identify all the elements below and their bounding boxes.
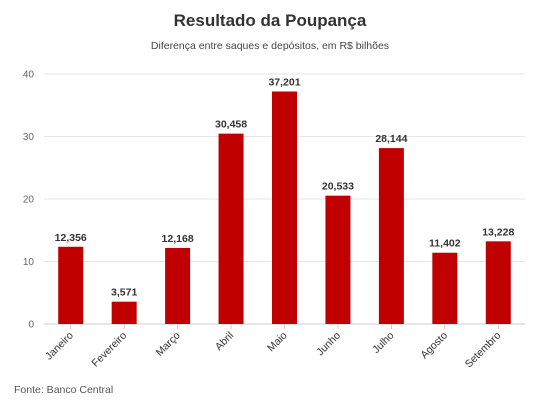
source-note: Fonte: Banco Central <box>14 384 114 396</box>
bar <box>272 91 297 325</box>
x-tick-label: Agosto <box>418 330 450 362</box>
bars <box>58 91 511 325</box>
x-tick-label: Janeiro <box>43 330 76 363</box>
bar <box>485 241 511 324</box>
data-label: 3,571 <box>111 287 137 299</box>
data-label: 12,168 <box>162 233 194 245</box>
x-axis: Janeiro Fevereiro Março Abril Maio Junho Julho… <box>43 324 504 370</box>
bar <box>58 246 84 324</box>
bar <box>111 301 137 324</box>
data-labels: 12,356 3,571 12,168 30,458 37,201 20,533 28,14… <box>55 76 515 298</box>
y-tick-label: 30 <box>23 132 35 143</box>
x-tick-label: Junho <box>314 330 343 359</box>
bar <box>432 252 458 324</box>
y-tick-label: 0 <box>28 320 34 331</box>
bar <box>378 148 404 324</box>
chart-subtitle: Diferença entre saques e depósitos, em R… <box>150 40 390 52</box>
data-label: 30,458 <box>215 119 247 131</box>
bar-chart: 0 10 20 30 40 12,356 3,571 12,168 30,458 37,201 2… <box>23 70 525 370</box>
data-label: 13,228 <box>482 226 514 238</box>
y-axis: 0 10 20 30 40 <box>23 70 35 331</box>
x-tick-label: Fevereiro <box>89 330 129 370</box>
bar <box>218 133 244 324</box>
y-tick-label: 20 <box>23 195 35 206</box>
x-tick-label: Setembro <box>463 330 504 371</box>
data-label: 11,402 <box>429 238 461 250</box>
y-tick-label: 10 <box>23 257 35 268</box>
x-tick-label: Abril <box>213 330 236 353</box>
x-tick-label: Maio <box>265 330 290 355</box>
data-label: 12,356 <box>55 232 87 244</box>
chart-title: Resultado da Poupança <box>173 11 367 30</box>
bar <box>325 195 351 324</box>
y-tick-label: 40 <box>23 70 35 81</box>
bar <box>165 247 191 324</box>
data-label: 28,144 <box>375 133 407 145</box>
data-label: 20,533 <box>322 181 354 193</box>
x-tick-label: Julho <box>370 330 396 356</box>
x-tick-label: Março <box>154 330 183 359</box>
data-label: 37,201 <box>268 76 300 88</box>
